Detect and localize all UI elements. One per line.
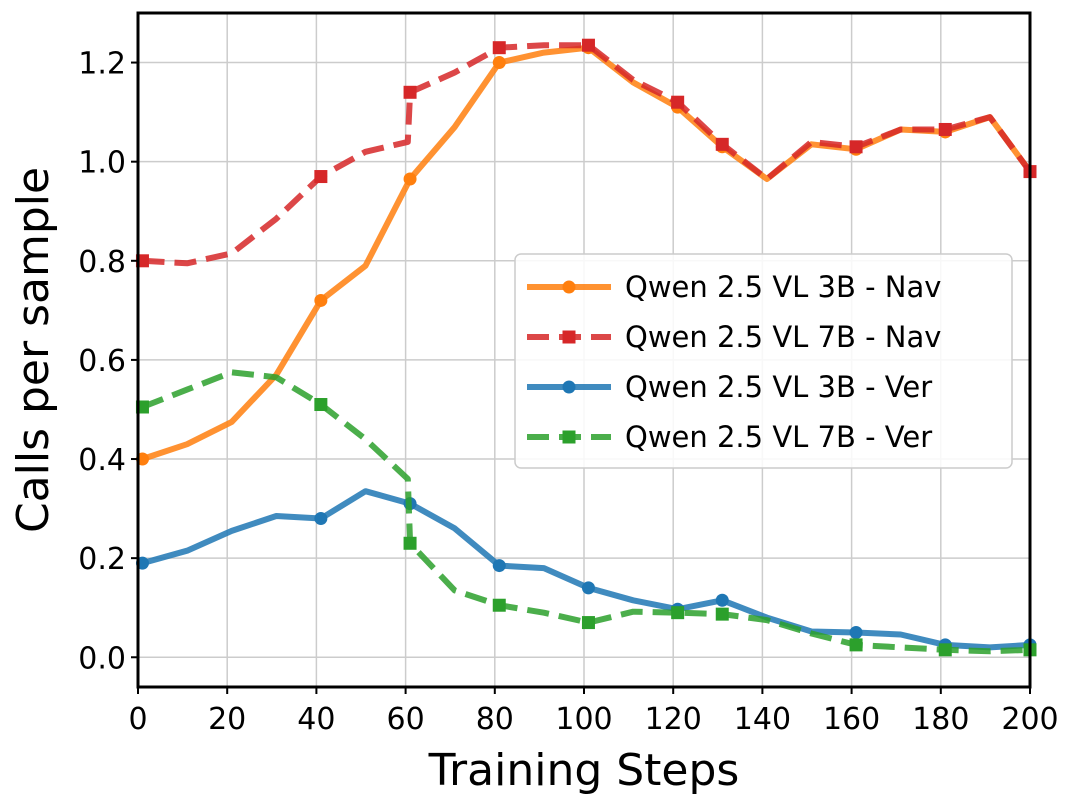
data-point bbox=[671, 606, 685, 620]
data-point bbox=[715, 607, 729, 621]
legend-label: Qwen 2.5 VL 3B - Ver bbox=[625, 370, 932, 404]
series-line bbox=[141, 369, 1031, 655]
series-line bbox=[142, 42, 1033, 267]
x-tick-label: 20 bbox=[208, 702, 246, 737]
x-tick-label: 40 bbox=[297, 702, 335, 737]
data-point bbox=[492, 559, 506, 573]
axis-ticks: 0 20 40 60 80 100 120 140 160 180 200 0.0 0.2 0.4 0.6 0… bbox=[78, 47, 1058, 737]
x-tick-label: 60 bbox=[387, 702, 425, 737]
data-point bbox=[849, 140, 863, 154]
series-lines bbox=[135, 38, 1037, 657]
y-tick-label: 0.0 bbox=[78, 641, 126, 676]
y-tick-label: 0.8 bbox=[78, 245, 126, 280]
y-axis-title: Calls per sample bbox=[8, 167, 59, 533]
legend-marker bbox=[562, 430, 576, 444]
y-tick-label: 1.2 bbox=[78, 47, 126, 82]
x-tick-label: 180 bbox=[912, 702, 969, 737]
y-tick-label: 0.6 bbox=[78, 344, 126, 379]
data-point bbox=[581, 38, 595, 52]
x-tick-label: 160 bbox=[823, 702, 880, 737]
y-tick-label: 0.2 bbox=[78, 542, 126, 577]
data-point bbox=[314, 398, 328, 412]
legend-label: Qwen 2.5 VL 7B - Nav bbox=[625, 320, 941, 354]
data-point bbox=[671, 95, 685, 109]
x-tick-label: 200 bbox=[1001, 702, 1058, 737]
data-point bbox=[938, 643, 952, 657]
x-tick-label: 0 bbox=[128, 702, 147, 737]
data-point bbox=[403, 85, 417, 99]
data-point bbox=[581, 581, 595, 595]
data-point bbox=[314, 170, 328, 184]
data-point bbox=[492, 598, 506, 612]
data-point bbox=[403, 536, 417, 550]
legend-label: Qwen 2.5 VL 3B - Nav bbox=[625, 270, 941, 304]
y-tick-label: 0.4 bbox=[78, 443, 126, 478]
data-point bbox=[403, 172, 417, 186]
data-point bbox=[314, 293, 328, 307]
legend-label: Qwen 2.5 VL 7B - Ver bbox=[625, 420, 932, 454]
data-point bbox=[492, 56, 506, 70]
data-point bbox=[715, 593, 729, 607]
x-tick-label: 80 bbox=[476, 702, 514, 737]
data-point bbox=[314, 512, 328, 525]
x-tick-label: 140 bbox=[734, 702, 791, 737]
data-point bbox=[581, 616, 595, 630]
legend-marker bbox=[562, 380, 576, 394]
legend-marker bbox=[562, 330, 576, 344]
data-point bbox=[849, 625, 863, 639]
data-point bbox=[849, 638, 863, 652]
legend: Qwen 2.5 VL 3B - Nav Qwen 2.5 VL 7B - Nav… bbox=[514, 253, 1013, 469]
data-point bbox=[938, 122, 952, 136]
data-point bbox=[492, 41, 506, 55]
y-tick-label: 1.0 bbox=[78, 146, 126, 181]
x-tick-label: 120 bbox=[645, 702, 702, 737]
legend-marker bbox=[562, 280, 576, 294]
legend-box bbox=[514, 253, 1013, 469]
x-tick-label: 100 bbox=[555, 702, 612, 737]
x-axis-title: Training Steps bbox=[428, 745, 740, 796]
data-point bbox=[715, 137, 729, 151]
